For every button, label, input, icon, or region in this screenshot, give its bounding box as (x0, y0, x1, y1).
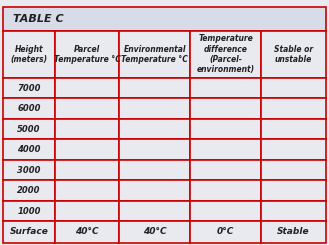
Bar (190, 201, 261, 221)
Bar (261, 31, 326, 78)
Text: Height
(meters): Height (meters) (11, 45, 48, 64)
Text: 40°C: 40°C (75, 227, 99, 236)
Bar (55, 139, 119, 160)
Bar (261, 78, 326, 98)
Text: TABLE C: TABLE C (13, 14, 64, 24)
Bar (261, 98, 326, 119)
Bar (119, 98, 190, 119)
Text: 4000: 4000 (17, 145, 41, 154)
Text: 6000: 6000 (17, 104, 41, 113)
Text: Stable: Stable (277, 227, 310, 236)
Bar (261, 160, 326, 180)
Bar (119, 221, 190, 243)
Bar (55, 31, 119, 78)
Bar (190, 139, 261, 160)
Bar (3, 139, 55, 160)
Bar (55, 78, 119, 98)
Bar (55, 221, 119, 243)
Text: 0°C: 0°C (217, 227, 235, 236)
Bar (3, 119, 55, 139)
Bar (261, 119, 326, 139)
Text: 7000: 7000 (17, 84, 41, 93)
Bar (190, 31, 261, 78)
Text: 5000: 5000 (17, 125, 41, 134)
Bar (55, 201, 119, 221)
Text: Parcel
Temperature °C: Parcel Temperature °C (54, 45, 120, 64)
Bar (119, 201, 190, 221)
Bar (3, 78, 55, 98)
Bar (190, 160, 261, 180)
Bar (190, 119, 261, 139)
Bar (3, 180, 55, 201)
Text: 2000: 2000 (17, 186, 41, 195)
Bar (55, 119, 119, 139)
Text: Environmental
Temperature °C: Environmental Temperature °C (121, 45, 188, 64)
Bar (119, 78, 190, 98)
Bar (3, 98, 55, 119)
Bar (3, 221, 55, 243)
Bar (190, 180, 261, 201)
Bar (261, 180, 326, 201)
Text: 3000: 3000 (17, 166, 41, 175)
Bar (119, 119, 190, 139)
Bar (190, 78, 261, 98)
Bar (261, 139, 326, 160)
Bar (119, 160, 190, 180)
Bar (3, 7, 326, 31)
Text: Surface: Surface (10, 227, 48, 236)
Bar (190, 98, 261, 119)
Text: Temperature
difference
(Parcel-
environment): Temperature difference (Parcel- environm… (197, 34, 255, 74)
Text: Stable or
unstable: Stable or unstable (274, 45, 313, 64)
Bar (119, 139, 190, 160)
Bar (190, 221, 261, 243)
Text: 1000: 1000 (17, 207, 41, 216)
Bar (55, 98, 119, 119)
Bar (119, 180, 190, 201)
Bar (55, 180, 119, 201)
Bar (261, 221, 326, 243)
Bar (3, 160, 55, 180)
Text: 40°C: 40°C (143, 227, 167, 236)
Bar (55, 160, 119, 180)
Bar (119, 31, 190, 78)
Bar (3, 31, 55, 78)
Bar (3, 201, 55, 221)
Bar (261, 201, 326, 221)
